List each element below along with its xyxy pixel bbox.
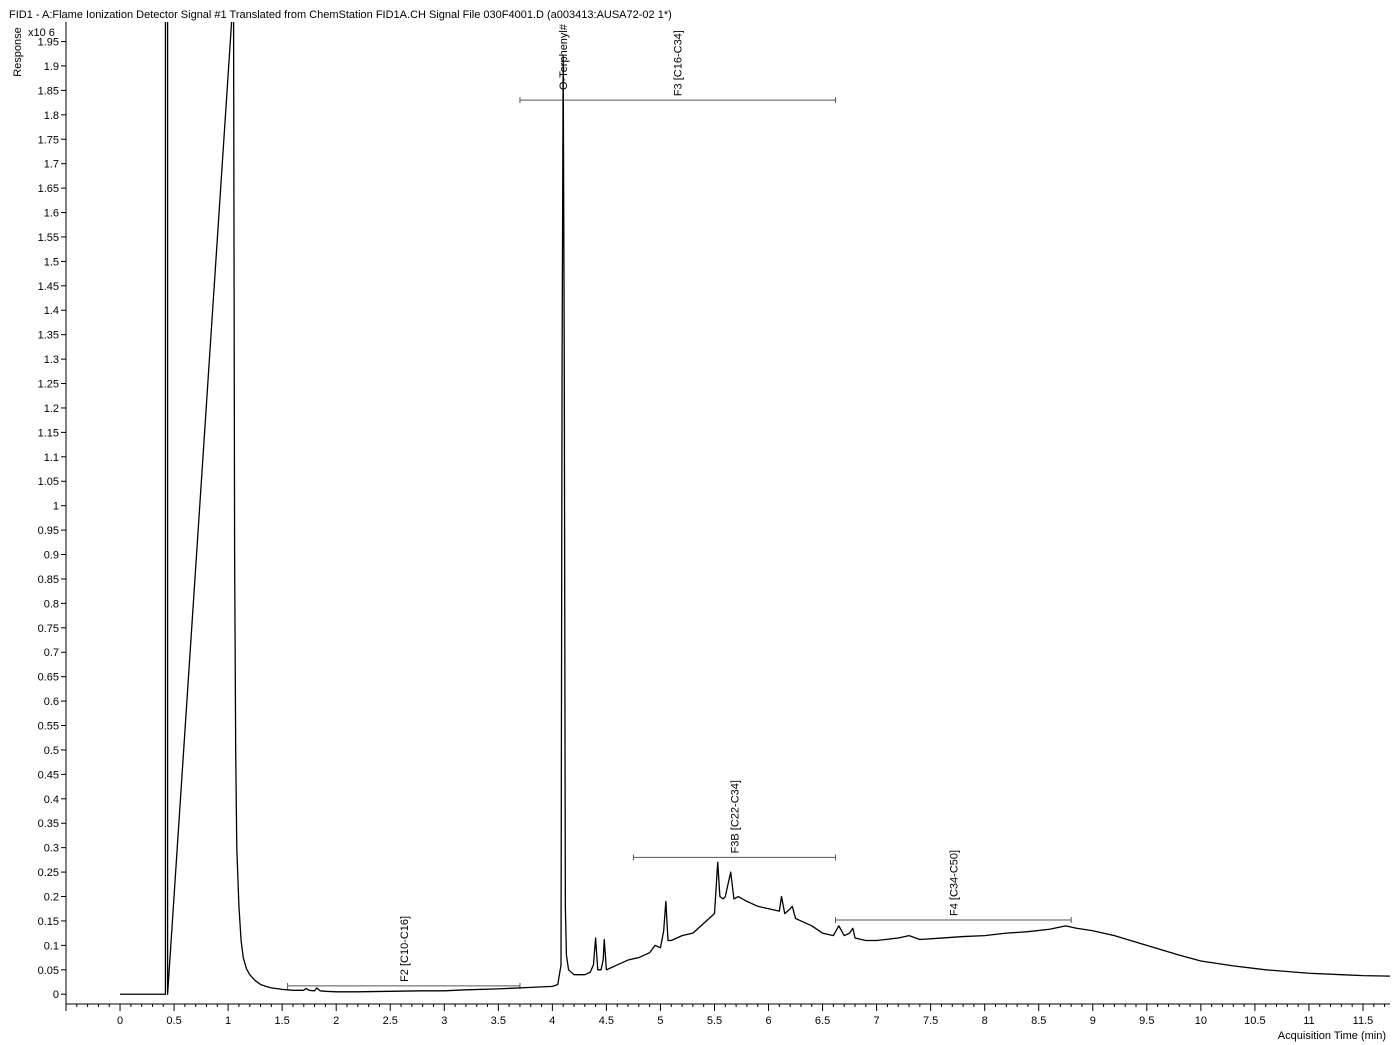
- y-tick-label: 0.4: [44, 794, 59, 806]
- y-tick-label: 0.25: [38, 867, 59, 879]
- y-tick-label: 0.35: [38, 818, 59, 830]
- y-tick-label: 1: [53, 501, 59, 513]
- x-tick-label: 10.5: [1244, 1015, 1265, 1027]
- y-tick-label: 1.05: [38, 476, 59, 488]
- peak-label: O-Terphenyl#: [558, 23, 570, 90]
- x-tick-label: 5: [657, 1015, 663, 1027]
- signal-trace: [120, 22, 1390, 995]
- x-tick-label: 2.5: [383, 1015, 398, 1027]
- y-tick-label: 1.35: [38, 330, 59, 342]
- chart-title: FID1 - A:Flame Ionization Detector Signa…: [9, 9, 672, 21]
- y-tick-label: 1.85: [38, 85, 59, 97]
- x-tick-label: 7: [874, 1015, 880, 1027]
- y-tick-label: 1.55: [38, 232, 59, 244]
- y-tick-label: 1.75: [38, 134, 59, 146]
- y-tick-label: 1.95: [38, 37, 59, 49]
- y-tick-label: 0.05: [38, 965, 59, 977]
- y-tick-label: 0.45: [38, 769, 59, 781]
- y-tick-label: 0.65: [38, 672, 59, 684]
- x-tick-label: 4.5: [599, 1015, 614, 1027]
- y-tick-label: 0: [53, 989, 59, 1001]
- x-tick-label: 10: [1195, 1015, 1207, 1027]
- x-tick-label: 0: [117, 1015, 123, 1027]
- y-tick-label: 1.3: [44, 354, 59, 366]
- y-tick-label: 1.65: [38, 183, 59, 195]
- y-tick-label: 0.2: [44, 892, 59, 904]
- y-tick-label: 1.8: [44, 110, 59, 122]
- y-tick-label: 1.15: [38, 427, 59, 439]
- y-tick-label: 0.9: [44, 550, 59, 562]
- y-tick-label: 1.5: [44, 256, 59, 268]
- x-tick-label: 6.5: [815, 1015, 830, 1027]
- x-tick-label: 1: [225, 1015, 231, 1027]
- y-tick-label: 0.1: [44, 940, 59, 952]
- x-tick-label: 4: [549, 1015, 555, 1027]
- x-tick-label: 5.5: [707, 1015, 722, 1027]
- x-tick-label: 8.5: [1031, 1015, 1046, 1027]
- y-tick-label: 1.25: [38, 379, 59, 391]
- range-label: F4 [C34-C50]: [948, 850, 960, 916]
- x-tick-label: 3.5: [491, 1015, 506, 1027]
- y-tick-label: 0.3: [44, 843, 59, 855]
- y-axis-label: Response: [12, 27, 24, 77]
- y-tick-label: 1.45: [38, 281, 59, 293]
- x-tick-label: 11: [1303, 1015, 1314, 1027]
- x-tick-label: 3: [441, 1015, 447, 1027]
- y-tick-label: 1.4: [44, 305, 59, 317]
- x-tick-label: 6: [765, 1015, 771, 1027]
- x-tick-label: 0.5: [166, 1015, 181, 1027]
- y-tick-label: 0.5: [44, 745, 59, 757]
- y-tick-label: 0.8: [44, 598, 59, 610]
- y-tick-label: 0.15: [38, 916, 59, 928]
- y-tick-label: 0.95: [38, 525, 59, 537]
- y-tick-label: 1.1: [44, 452, 59, 464]
- x-tick-label: 8: [982, 1015, 988, 1027]
- y-tick-label: 0.6: [44, 696, 59, 708]
- x-tick-label: 11.5: [1353, 1015, 1374, 1027]
- peak-label-group: O-Terphenyl#: [558, 23, 570, 90]
- y-tick-label: 0.85: [38, 574, 59, 586]
- y-tick-label: 0.75: [38, 623, 59, 635]
- x-tick-label: 2: [333, 1015, 339, 1027]
- range-label: F3 [C16-C34]: [673, 30, 685, 96]
- y-tick-label: 0.55: [38, 721, 59, 733]
- x-tick-label: 9: [1090, 1015, 1096, 1027]
- y-axis: 0 0.05 0.1 0.15 0.2 0.25 0.3 0.35 0.4 0.45 0.5 0.55…: [38, 22, 67, 1004]
- x-tick-label: 7.5: [923, 1015, 938, 1027]
- y-tick-label: 1.7: [44, 159, 59, 171]
- y-tick-label: 0.7: [44, 647, 59, 659]
- plot-area: [120, 22, 1390, 995]
- range-label: F2 [C10-C16]: [399, 916, 411, 982]
- x-tick-label: 9.5: [1139, 1015, 1154, 1027]
- y-tick-label: 1.6: [44, 208, 59, 220]
- y-tick-label: 1.9: [44, 61, 59, 73]
- x-axis: 0 0.5 1 1.5 2 2.5 3 3.5 4 4.5 5 5.5 6 6.5 7 7.5 8 8.5 9 9.5…: [65, 1003, 1390, 1027]
- range-label: F3B [C22-C34]: [729, 780, 741, 853]
- y-tick-label: 1.2: [44, 403, 59, 415]
- x-tick-label: 1.5: [275, 1015, 290, 1027]
- y-scale-label: x10 6: [28, 27, 55, 39]
- annotation-group: F2 [C10-C16] F3 [C16-C34] F3B [C22-C34] F4 …: [287, 30, 1072, 989]
- x-axis-label: Acquisition Time (min): [1278, 1030, 1386, 1042]
